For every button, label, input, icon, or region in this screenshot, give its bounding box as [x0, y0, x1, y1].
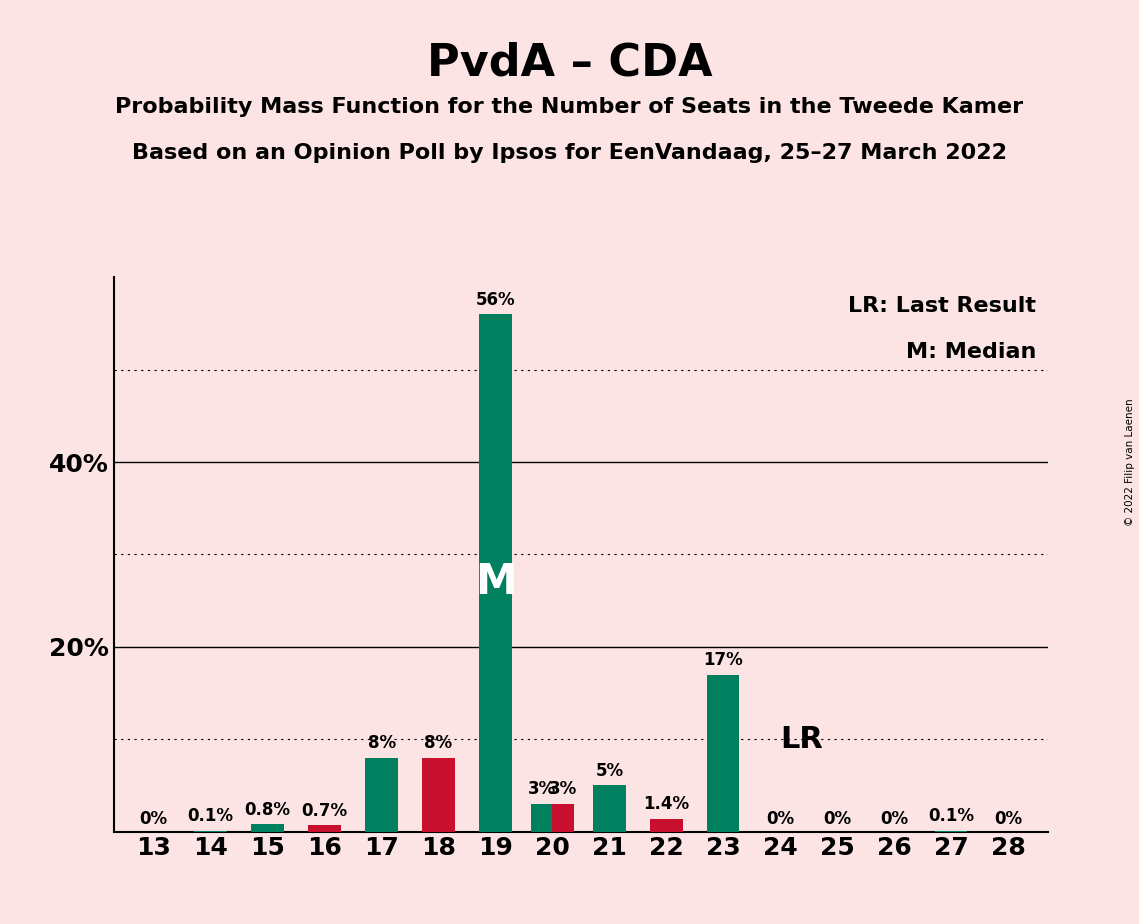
Text: 3%: 3% [527, 781, 556, 798]
Bar [707, 675, 739, 832]
Text: 1.4%: 1.4% [644, 796, 689, 813]
Text: 0%: 0% [880, 810, 908, 828]
Text: 56%: 56% [476, 291, 515, 309]
Text: 0%: 0% [823, 810, 851, 828]
Text: 0.1%: 0.1% [928, 808, 974, 825]
Bar [423, 758, 454, 832]
Bar [650, 819, 682, 832]
Text: 0%: 0% [767, 810, 794, 828]
Bar [552, 804, 574, 832]
Text: 8%: 8% [425, 735, 452, 752]
Bar [252, 824, 284, 832]
Text: PvdA – CDA: PvdA – CDA [427, 42, 712, 85]
Text: 0.8%: 0.8% [245, 801, 290, 819]
Text: 0%: 0% [994, 810, 1022, 828]
Bar [531, 804, 552, 832]
Text: M: Median: M: Median [907, 342, 1036, 362]
Text: 0.1%: 0.1% [188, 808, 233, 825]
Bar [593, 785, 625, 832]
Text: 5%: 5% [596, 762, 623, 780]
Text: 17%: 17% [704, 651, 743, 669]
Text: © 2022 Filip van Laenen: © 2022 Filip van Laenen [1125, 398, 1134, 526]
Text: LR: Last Result: LR: Last Result [849, 296, 1036, 316]
Bar [480, 314, 511, 832]
Bar [935, 831, 967, 832]
Text: M: M [475, 561, 516, 603]
Text: Probability Mass Function for the Number of Seats in the Tweede Kamer: Probability Mass Function for the Number… [115, 97, 1024, 117]
Bar [366, 758, 398, 832]
Text: LR: LR [780, 724, 823, 754]
Text: Based on an Opinion Poll by Ipsos for EenVandaag, 25–27 March 2022: Based on an Opinion Poll by Ipsos for Ee… [132, 143, 1007, 164]
Text: 0%: 0% [140, 810, 167, 828]
Text: 3%: 3% [549, 781, 577, 798]
Text: 8%: 8% [368, 735, 395, 752]
Bar [309, 825, 341, 832]
Bar [195, 831, 227, 832]
Text: 0.7%: 0.7% [302, 802, 347, 820]
